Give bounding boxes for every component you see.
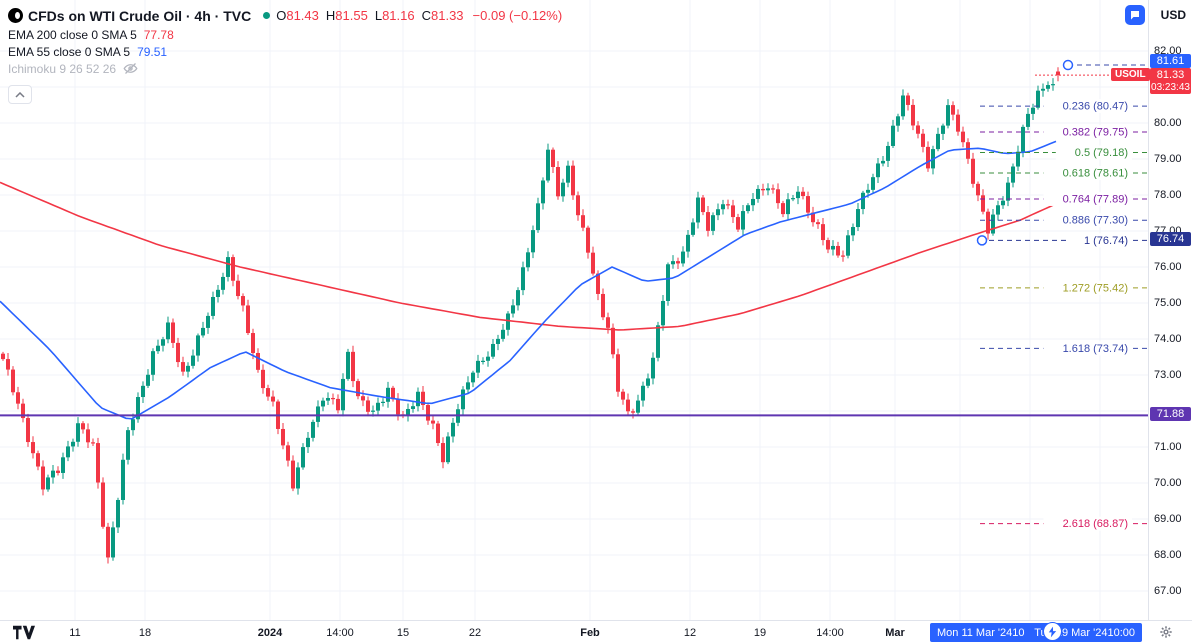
indicator-ema55-title: EMA 55 close 0 SMA 5 xyxy=(8,44,131,59)
symbol-logo-icon xyxy=(8,8,23,23)
tradingview-logo[interactable] xyxy=(13,625,35,643)
time-axis-label: 14:00 xyxy=(816,627,844,639)
price-axis-label: 73.00 xyxy=(1154,369,1182,381)
fib-date-range-bar[interactable]: Mon 11 Mar '24 10 Tue 19 Mar '24 10:00 xyxy=(930,623,1142,642)
chevron-up-icon xyxy=(15,91,25,98)
price-axis-label: 71.00 xyxy=(1154,441,1182,453)
low-label: L xyxy=(374,8,383,23)
range-start-hour: 10 xyxy=(1012,626,1025,639)
legend-collapse-button[interactable] xyxy=(8,85,32,104)
indicator-ichimoku-title: Ichimoku 9 26 52 26 xyxy=(8,61,117,76)
low-value: 81.16 xyxy=(382,8,415,23)
fib-level-label: 0.764 (77.89) xyxy=(1063,193,1128,205)
chat-bubble-icon[interactable] xyxy=(1124,5,1145,25)
time-axis-label: Mar xyxy=(885,627,905,639)
time-axis-label: 22 xyxy=(468,627,482,639)
price-axis-label: 82.00 xyxy=(1154,45,1182,57)
time-axis-label: 18 xyxy=(138,627,152,639)
time-axis-label: 11 xyxy=(69,627,81,639)
legend-panel: CFDs on WTI Crude Oil · 4h · TVC O81.43 … xyxy=(8,5,562,104)
indicator-ema200[interactable]: EMA 200 close 0 SMA 5 77.78 xyxy=(8,26,562,43)
fib-level-label: 0.886 (77.30) xyxy=(1063,215,1128,227)
symbol-title[interactable]: CFDs on WTI Crude Oil · 4h · TVC xyxy=(28,7,252,24)
time-axis-label: 12 xyxy=(683,627,697,639)
fib-level-label: 0.382 (79.75) xyxy=(1063,127,1128,139)
ema200-line[interactable] xyxy=(0,181,1057,331)
fib-level-label: 0.5 (79.18) xyxy=(1075,147,1128,159)
range-start-date: Mon 11 Mar '24 xyxy=(937,626,1013,639)
time-axis-label: Feb xyxy=(580,627,600,639)
market-status-dot xyxy=(263,12,271,19)
price-axis-label: 69.00 xyxy=(1154,513,1182,525)
fib-level-label: 1.272 (75.42) xyxy=(1063,282,1128,294)
time-axis[interactable]: Mon 11 Mar '24 10 Tue 19 Mar '24 10:00 1… xyxy=(0,620,1192,644)
price-axis-label: 80.00 xyxy=(1154,117,1182,129)
high-value: 81.55 xyxy=(335,8,368,23)
close-value: 81.33 xyxy=(431,8,464,23)
indicator-ema55[interactable]: EMA 55 close 0 SMA 5 79.51 xyxy=(8,43,562,60)
fib-level-label: 1.618 (73.74) xyxy=(1063,343,1128,355)
change-value: −0.09 (−0.12%) xyxy=(472,8,563,23)
ema55-line[interactable] xyxy=(0,140,1057,420)
open-value: 81.43 xyxy=(286,8,319,23)
time-axis-label: 15 xyxy=(396,627,410,639)
high-label: H xyxy=(325,8,336,23)
chart-canvas[interactable]: 0.236 (80.47) 0.382 (79.75) 0.5 (79.18) 0.6… xyxy=(0,0,1148,620)
top-right-controls: USD xyxy=(1124,5,1186,25)
open-label: O xyxy=(276,8,287,23)
fib-level-label: 0.236 (80.47) xyxy=(1063,101,1128,113)
fib-level-label: 1 (76.74) xyxy=(1084,235,1128,247)
price-axis-label: 78.00 xyxy=(1154,189,1182,201)
eye-off-icon[interactable] xyxy=(123,61,138,76)
price-axis-label: 75.00 xyxy=(1154,297,1182,309)
fib-level-label: 2.618 (68.87) xyxy=(1063,518,1128,530)
price-axis-label: 68.00 xyxy=(1154,549,1182,561)
price-badge: 76.74 xyxy=(1150,232,1191,247)
currency-toggle[interactable]: USD xyxy=(1160,8,1186,22)
close-label: C xyxy=(421,8,431,23)
ohlc-values: O81.43 H81.55 L81.16 C81.33 −0.09 (−0.12… xyxy=(276,8,562,23)
indicator-ema200-title: EMA 200 close 0 SMA 5 xyxy=(8,27,137,42)
time-axis-label: 14:00 xyxy=(326,627,354,639)
price-badge: 81.33 03:23:43 xyxy=(1150,68,1191,95)
price-badge: 71.88 xyxy=(1150,407,1191,422)
price-line-symbol-tag: USOIL xyxy=(1111,68,1150,82)
range-end-hour: 10:00 xyxy=(1107,626,1135,639)
indicator-ema200-value: 77.78 xyxy=(143,27,174,42)
price-axis[interactable]: 82.00 80.00 79.00 78.00 77.00 76.00 75.00 74.00… xyxy=(1148,0,1192,620)
time-axis-label: 19 xyxy=(753,627,767,639)
indicator-ichimoku[interactable]: Ichimoku 9 26 52 26 xyxy=(8,60,562,77)
fib-level-label: 0.618 (78.61) xyxy=(1063,168,1128,180)
price-axis-label: 70.00 xyxy=(1154,477,1182,489)
price-axis-label: 67.00 xyxy=(1154,585,1182,597)
candles xyxy=(1,67,1060,564)
fib-anchor-handle[interactable] xyxy=(1062,59,1074,71)
indicator-ema55-value: 79.51 xyxy=(137,44,168,59)
price-axis-label: 74.00 xyxy=(1154,333,1182,345)
time-axis-label: 2024 xyxy=(257,627,283,639)
lightning-icon[interactable] xyxy=(1043,622,1062,641)
fib-retracement[interactable]: 0.236 (80.47) 0.382 (79.75) 0.5 (79.18) 0.6… xyxy=(976,59,1149,531)
fib-anchor-handle[interactable] xyxy=(976,235,988,246)
price-badge: 81.61 xyxy=(1150,54,1191,69)
gear-icon[interactable] xyxy=(1159,625,1173,642)
price-axis-label: 79.00 xyxy=(1154,153,1182,165)
price-axis-label: 76.00 xyxy=(1154,261,1182,273)
